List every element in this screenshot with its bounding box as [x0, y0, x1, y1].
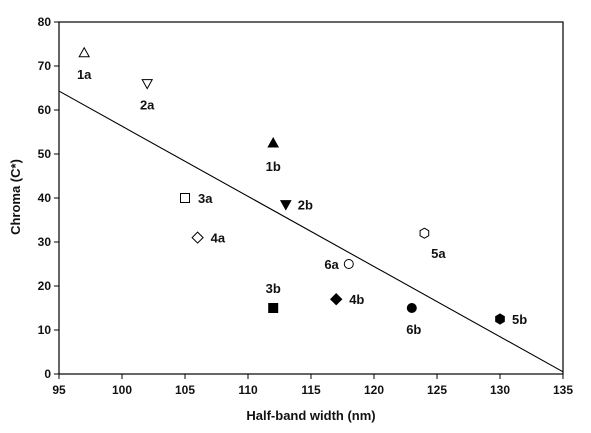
point-label-1b: 1b — [266, 159, 281, 174]
point-group: 4a — [191, 231, 226, 246]
y-tick-label: 20 — [38, 279, 52, 293]
point-label-3b: 3b — [266, 281, 281, 296]
data-point-3b — [268, 303, 279, 313]
data-point-6a — [343, 259, 354, 269]
y-tick-label: 80 — [38, 15, 52, 29]
y-tick-label: 70 — [38, 59, 52, 73]
point-group: 6b — [406, 303, 421, 337]
data-point-2b — [279, 200, 292, 211]
point-group: 2a — [140, 79, 155, 113]
x-tick-label: 130 — [490, 383, 510, 397]
point-label-2a: 2a — [140, 98, 155, 113]
points-layer: 1a 2a 1b 2b 3a 4a 5a 6a 3b 4b 6b 5b — [77, 46, 527, 337]
data-point-6b — [406, 303, 417, 313]
data-point-1b — [267, 136, 280, 148]
x-tick-label: 110 — [238, 383, 258, 397]
x-tick-label: 95 — [52, 383, 66, 397]
data-point-5a — [419, 227, 430, 239]
axes: 95 100 105 110 115 120 125 130 135 0 10 20 30 40 50 60 7… — [38, 15, 574, 397]
x-tick-label: 125 — [427, 383, 447, 397]
x-tick-label: 105 — [175, 383, 195, 397]
x-tick-label: 100 — [112, 383, 132, 397]
data-point-2a — [141, 79, 154, 90]
data-point-4b — [329, 292, 343, 306]
point-label-6a: 6a — [324, 257, 339, 272]
point-group: 5a — [419, 227, 446, 261]
point-label-5a: 5a — [431, 246, 446, 261]
y-tick-label: 60 — [38, 103, 52, 117]
y-axis-title: Chroma (C*) — [8, 159, 23, 235]
point-group: 4b — [329, 292, 364, 307]
point-label-5b: 5b — [512, 312, 527, 327]
data-point-1a — [78, 46, 91, 58]
point-label-6b: 6b — [406, 322, 421, 337]
point-label-4b: 4b — [349, 292, 364, 307]
y-tick-label: 40 — [38, 191, 52, 205]
point-group: 6a — [324, 257, 354, 272]
y-tick-label: 30 — [38, 235, 52, 249]
data-point-5b — [495, 313, 505, 325]
x-tick-label: 135 — [553, 383, 573, 397]
trendline-layer — [58, 90, 564, 373]
point-group: 1b — [266, 136, 281, 174]
y-tick-label: 10 — [38, 323, 52, 337]
x-tick-label: 115 — [301, 383, 321, 397]
point-label-4a: 4a — [211, 231, 226, 246]
x-tick-label: 120 — [364, 383, 384, 397]
point-group: 3a — [180, 191, 213, 206]
y-tick-label: 50 — [38, 147, 52, 161]
point-label-2b: 2b — [298, 198, 313, 213]
data-point-3a — [180, 193, 190, 203]
data-point-4a — [191, 231, 204, 244]
point-group: 2b — [279, 198, 313, 213]
point-group: 5b — [495, 312, 527, 327]
point-label-3a: 3a — [198, 191, 213, 206]
point-label-1a: 1a — [77, 67, 92, 82]
point-group: 3b — [266, 281, 281, 313]
point-group: 1a — [77, 46, 92, 82]
y-tick-label: 0 — [44, 367, 51, 381]
x-axis-title: Half-band width (nm) — [246, 408, 375, 423]
trendline — [58, 90, 564, 373]
